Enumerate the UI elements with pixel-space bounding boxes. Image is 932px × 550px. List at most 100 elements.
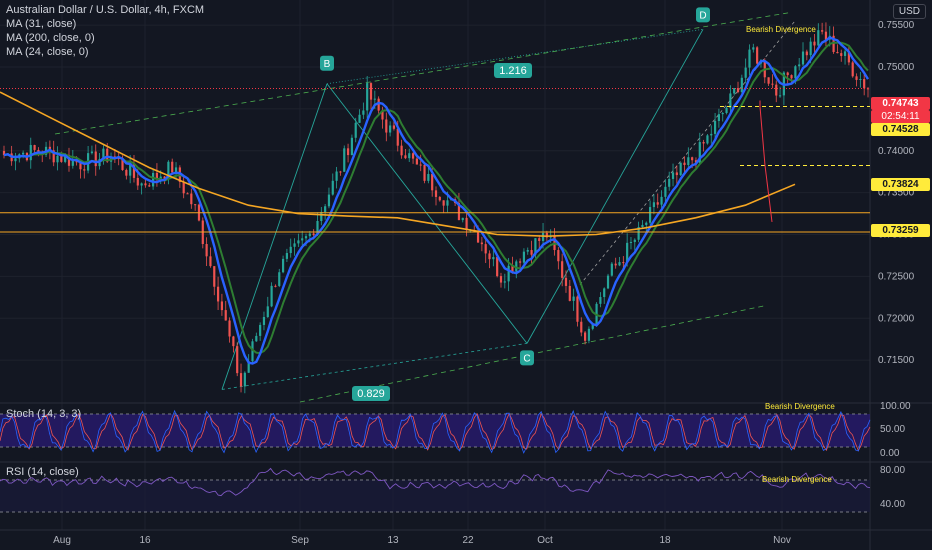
candle-body [507,265,510,282]
candle-body [668,178,671,187]
candle-body [129,164,132,176]
candle-body [626,242,629,263]
candle-body [622,262,625,264]
candle-body [557,250,560,262]
candle-body [278,272,281,286]
level-tag-2: 0.73824 [871,178,930,191]
xabcd-leg [221,83,328,390]
candle-body [748,49,751,68]
ratio-lower-bg [352,386,390,401]
candle-body [843,51,847,56]
xabcd-leg [326,83,528,344]
candle-body [327,194,331,207]
candle-body [484,244,487,254]
candle-body [587,328,591,341]
candle-body [713,121,717,134]
currency-button[interactable]: USD [892,4,926,19]
y-tick-label: 0.73500 [878,188,915,199]
candle-body [90,151,94,154]
candle-body [538,238,541,241]
candle-body [522,251,526,263]
candle-body [423,164,426,181]
candle-body [79,162,82,170]
candle-body [515,261,518,272]
candle-body [496,257,499,277]
candle-body [660,196,663,205]
candle-body [427,173,430,181]
candle-body [847,51,850,63]
candle-body [132,164,136,178]
stoch-tick-label: 50.00 [880,424,905,435]
candle-body [679,162,682,176]
candle-body [415,158,418,165]
candle-body [744,67,747,78]
candle-body [140,183,143,186]
candle-body [526,250,529,252]
candle-body [675,172,678,176]
candle-body [297,240,300,244]
channel-top [54,12,791,135]
candle-body [304,236,308,239]
candle-body [641,224,644,228]
candle-body [511,265,514,272]
candle-body [503,281,506,283]
candle-body [801,51,805,65]
stoch-tick-label: 0.00 [880,448,900,459]
candle-body [614,263,617,266]
candle-body [633,239,636,242]
candle-body [389,125,392,133]
candle-body [629,241,633,243]
candle-body [476,230,480,243]
candle-body [683,162,686,166]
candle-body [194,204,197,206]
legend-ma24[interactable]: MA (24, close, 0) [6,46,89,58]
legend-ma31[interactable]: MA (31, close) [6,18,77,30]
candle-body [285,253,289,259]
stoch-label[interactable]: Stoch (14, 3, 3) [6,408,82,420]
point-c-label: C [523,353,530,364]
time-axis: Aug 16 Sep 13 22 Oct 18 Nov [53,535,791,546]
candle-body [702,142,705,144]
candle-body [125,169,128,176]
candle-body [492,257,495,260]
candle-body [121,159,124,170]
ratio-line [221,342,528,390]
candle-body [262,317,266,325]
candle-body [698,142,701,163]
candle-body [694,160,698,163]
rsi-label[interactable]: RSI (14, close) [6,466,79,478]
candle-body [706,135,709,144]
point-d-label: D [699,10,706,21]
candle-body [301,238,304,241]
candle-body [247,361,250,373]
candle-body [656,202,659,205]
candle-body [346,148,350,156]
candle-body [163,176,166,180]
stoch-d-line [0,412,871,452]
candle-body [434,190,438,197]
candle-body [775,84,778,96]
candle-body [236,346,239,374]
countdown-tag: 02:54:11 [871,110,930,123]
candle-body [266,306,269,318]
candle-body [106,148,109,162]
projection-arrow [764,165,773,222]
candle-body [721,113,724,115]
candle-body [545,232,548,238]
candle-body [224,310,227,321]
candle-body [67,155,71,166]
candle-body [572,296,575,301]
legend-ma200[interactable]: MA (200, close, 0) [6,32,95,44]
candle-body [817,30,820,46]
candle-body [541,232,545,241]
point-d-label-bg [696,7,710,23]
point-b-label: B [324,59,331,70]
candle-body [499,276,503,283]
candle-body [239,373,243,387]
ma24-line [3,41,869,355]
ma31-line [3,36,870,365]
candle-body [637,227,640,240]
candle-body [465,217,468,231]
point-c-label-bg [520,350,534,366]
level-tag-3: 0.73259 [871,224,930,237]
